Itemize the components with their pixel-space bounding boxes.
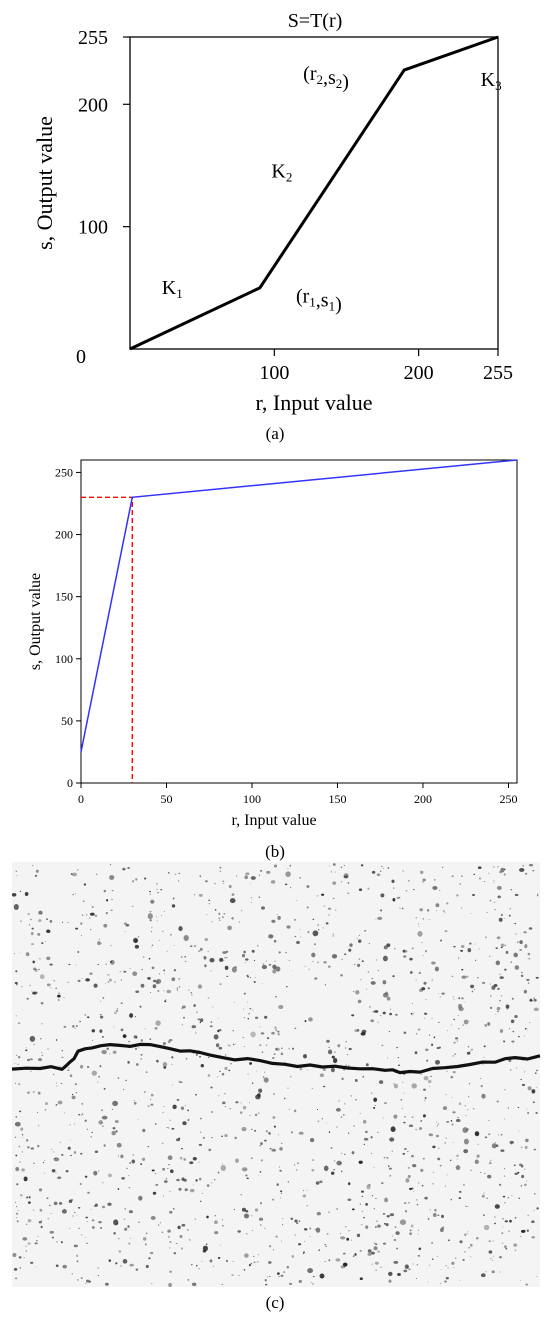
chart-a-annotation: K2 <box>271 161 292 185</box>
chart-b-frame <box>80 459 518 784</box>
chart-b-ytick-label: 50 <box>61 714 73 728</box>
chart-a-ytick-label: 0 <box>76 346 86 368</box>
chart-a-annotation: K3 <box>481 69 502 93</box>
chart-a-xlabel: r, Input value <box>255 390 372 415</box>
chart-a: S=T(r) 100 200 255 0 100 200 255 K1 K2 K3 (r2,s2… <box>32 10 513 415</box>
chart-b-xtick-label: 250 <box>499 792 517 806</box>
chart-b-xtick-label: 0 <box>78 792 84 806</box>
chart-a-title: S=T(r) <box>288 10 343 32</box>
chart-b-ytick-label: 200 <box>55 528 73 542</box>
chart-b-ytick-label: 100 <box>55 652 73 666</box>
chart-b-ytick-label: 150 <box>55 590 73 604</box>
chart-a-ytick-label: 200 <box>78 94 108 116</box>
chart-a-xtick-label: 200 <box>404 362 434 384</box>
chart-b-ylabel: s, Output value <box>27 573 44 670</box>
chart-a-frame <box>129 36 499 350</box>
caption-b: (b) <box>265 842 285 861</box>
chart-a-ytick-label: 255 <box>78 27 108 49</box>
chart-a-xtick-label: 255 <box>483 362 513 384</box>
chart-a-xtick-label: 100 <box>259 362 289 384</box>
chart-b-reference-lines <box>81 496 133 783</box>
caption-a: (a) <box>265 424 285 443</box>
chart-b-xtick-label: 50 <box>160 792 172 806</box>
chart-b-series-line <box>80 459 518 753</box>
chart-b-ytick-label: 0 <box>67 776 73 790</box>
chart-a-ytick-label: 100 <box>78 217 108 239</box>
chart-a-annotation: (r1,s1) <box>296 286 342 316</box>
chart-b-xtick-label: 200 <box>414 792 432 806</box>
chart-b-xtick-label: 150 <box>328 792 346 806</box>
chart-a-annotation: K1 <box>162 277 183 301</box>
chart-b-xlabel: r, Input value <box>231 812 316 829</box>
chart-a-series-line <box>129 35 499 351</box>
chart-a-ylabel: s, Output value <box>32 116 57 250</box>
chart-a-annotation: (r2,s2) <box>303 63 349 93</box>
chart-b-ytick-label: 250 <box>55 465 73 479</box>
caption-c: (c) <box>265 1293 285 1312</box>
chart-b-xtick-label: 100 <box>243 792 261 806</box>
crack-image <box>11 862 541 1287</box>
chart-b: 0 50 100 150 200 250 0 50 100 150 200 250 r, Input… <box>27 459 518 829</box>
